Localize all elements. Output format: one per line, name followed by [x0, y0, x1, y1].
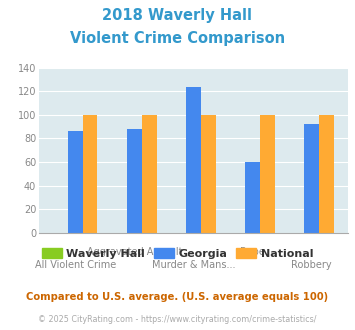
- Text: All Violent Crime: All Violent Crime: [35, 260, 116, 270]
- Text: Murder & Mans...: Murder & Mans...: [152, 260, 235, 270]
- Bar: [245, 162, 260, 233]
- Bar: [83, 115, 97, 233]
- Bar: [260, 115, 275, 233]
- Text: Rape: Rape: [240, 247, 265, 256]
- Bar: [186, 86, 201, 233]
- Bar: [304, 124, 319, 233]
- Text: Violent Crime Comparison: Violent Crime Comparison: [70, 31, 285, 46]
- Text: 2018 Waverly Hall: 2018 Waverly Hall: [103, 8, 252, 23]
- Text: Aggravated Assault: Aggravated Assault: [87, 247, 182, 256]
- Bar: [319, 115, 334, 233]
- Bar: [201, 115, 215, 233]
- Text: Robbery: Robbery: [291, 260, 332, 270]
- Legend: Waverly Hall, Georgia, National: Waverly Hall, Georgia, National: [37, 244, 318, 263]
- Text: Compared to U.S. average. (U.S. average equals 100): Compared to U.S. average. (U.S. average …: [26, 292, 329, 302]
- Bar: [68, 131, 83, 233]
- Bar: [142, 115, 157, 233]
- Text: © 2025 CityRating.com - https://www.cityrating.com/crime-statistics/: © 2025 CityRating.com - https://www.city…: [38, 315, 317, 324]
- Bar: [127, 129, 142, 233]
